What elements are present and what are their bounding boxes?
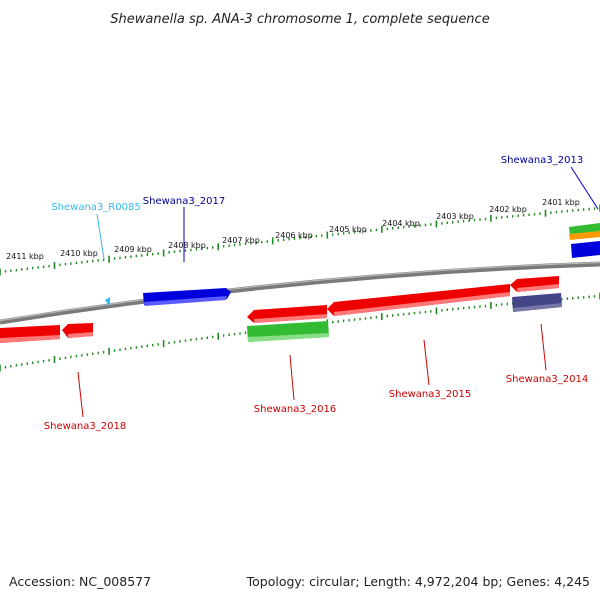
outer-tick-row [0,204,600,276]
tick-labels: 2411 kbp 2410 kbp 2409 kbp 2408 kbp 2407… [6,198,580,261]
tick-label: 2405 kbp [329,225,367,234]
gene-label-shewana3-2013[interactable]: Shewana3_2013 [501,155,583,166]
tick-label: 2404 kbp [382,219,420,228]
accession-text: Accession: NC_008577 [9,574,151,589]
gene-shewana3-2018-left-shade [0,335,60,343]
gene-shewana3-2016-shade [254,314,327,323]
gene-shewana3-2016-green-shade [248,333,329,342]
gene-label-shewana3-2014[interactable]: Shewana3_2014 [506,374,588,385]
gene-label-shewana3-2017[interactable]: Shewana3_2017 [143,196,225,207]
gene-shewana3-2015-shade [334,292,510,316]
gene-shewana3-2018-right-shade [68,332,93,338]
tick-label: 2401 kbp [542,198,580,207]
leader-line-2014 [540,323,547,371]
tick-label: 2403 kbp [436,212,474,221]
leader-lines [77,166,599,418]
tick-label: 2410 kbp [60,249,98,258]
tick-label: 2408 kbp [168,241,206,250]
chromosome-backbone-highlight [0,261,600,322]
leader-line-2018 [77,371,84,418]
inner-tick-row [0,292,600,372]
gene-shewana3-2017-shade [144,296,227,306]
gene-label-shewana3-2016[interactable]: Shewana3_2016 [254,404,336,415]
leader-line-2015 [423,339,430,386]
leader-line-r0085 [96,213,105,260]
gene-labels: Shewana3_2013 Shewana3_R0085 Shewana3_20… [44,155,588,432]
tick-label: 2411 kbp [6,252,44,261]
leader-line-2016 [289,354,295,401]
summary-text: Topology: circular; Length: 4,972,204 bp… [246,574,590,589]
tick-label: 2406 kbp [275,231,313,240]
leader-line-2013 [570,166,599,210]
tick-label: 2402 kbp [489,205,527,214]
map-title: Shewanella sp. ANA-3 chromosome 1, compl… [110,12,489,27]
rna-shewana3-r0085[interactable] [105,297,110,307]
tick-label: 2409 kbp [114,245,152,254]
gene-label-shewana3-r0085[interactable]: Shewana3_R0085 [51,202,140,213]
chromosome-backbone [0,261,600,325]
gene-shewana3-2013-blue[interactable] [571,241,600,258]
tick-label: 2407 kbp [222,236,260,245]
gene-shewana3-2014-purple-shade [513,303,562,312]
gene-label-shewana3-2018[interactable]: Shewana3_2018 [44,421,126,432]
gene-shewana3-2013-orange[interactable] [569,231,600,240]
gene-label-shewana3-2015[interactable]: Shewana3_2015 [389,389,471,400]
gene-shewana3-2014-red-shade [517,284,559,292]
